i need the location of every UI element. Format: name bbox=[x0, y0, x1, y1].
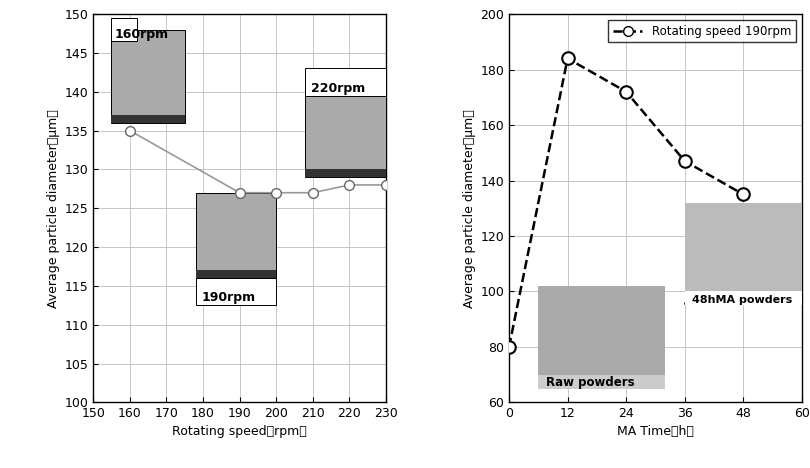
Bar bbox=[684, 203, 802, 305]
Legend: Rotating speed 190rpm: Rotating speed 190rpm bbox=[608, 20, 796, 43]
Y-axis label: Average particle diameter（μm）: Average particle diameter（μm） bbox=[47, 109, 60, 307]
X-axis label: MA Time（h）: MA Time（h） bbox=[617, 424, 694, 438]
Bar bbox=[196, 271, 276, 278]
Bar bbox=[112, 115, 185, 123]
Bar bbox=[539, 375, 665, 388]
Bar bbox=[112, 29, 185, 123]
Text: Raw powders: Raw powders bbox=[546, 376, 634, 389]
Bar bbox=[305, 84, 386, 177]
Bar bbox=[305, 68, 386, 95]
Text: 190rpm: 190rpm bbox=[201, 292, 255, 305]
Text: 48hMA powders: 48hMA powders bbox=[692, 295, 792, 305]
Y-axis label: Average particle diameter（μm）: Average particle diameter（μm） bbox=[463, 109, 476, 307]
Bar bbox=[539, 286, 665, 388]
Bar bbox=[684, 292, 802, 305]
Text: 220rpm: 220rpm bbox=[311, 82, 365, 95]
Bar bbox=[196, 278, 276, 305]
X-axis label: Rotating speed（rpm）: Rotating speed（rpm） bbox=[173, 424, 307, 438]
Bar bbox=[112, 18, 137, 41]
Text: 160rpm: 160rpm bbox=[114, 28, 168, 41]
Bar bbox=[196, 193, 276, 278]
Bar bbox=[305, 169, 386, 177]
